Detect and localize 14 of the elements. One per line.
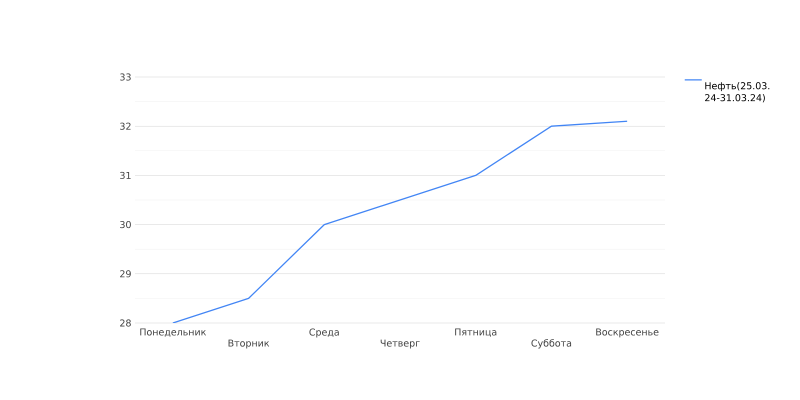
y-tick-label: 32 [120, 122, 131, 130]
y-tick-label: 33 [120, 73, 131, 81]
x-tick-label: Четверг [380, 340, 420, 348]
x-tick-label: Вторник [228, 340, 270, 348]
text: Нефть(25.03.24-31.03.24) [705, 82, 770, 102]
y-tick-label: 31 [120, 172, 131, 179]
y-tick-label: 28 [120, 319, 131, 327]
y-tick-label: 29 [120, 270, 131, 278]
x-tick-label: Воскресенье [596, 328, 658, 338]
x-tick-label: Среда [309, 328, 339, 338]
x-tick-label: Понедельник [140, 328, 206, 337]
x-tick-label: Пятница [455, 328, 496, 337]
y-tick-label: 30 [120, 221, 131, 228]
x-tick-label: Суббота [531, 339, 572, 348]
